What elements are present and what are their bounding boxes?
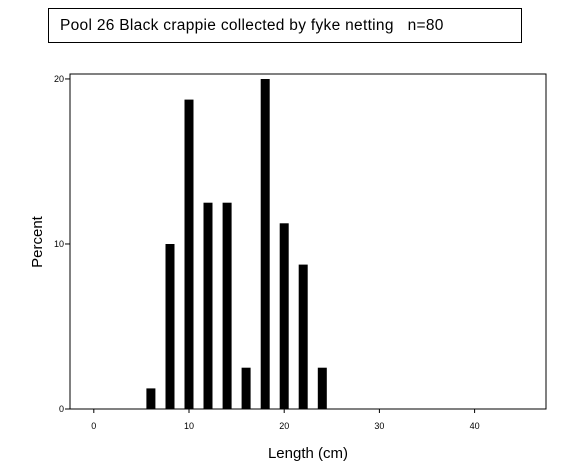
- x-axis-label: Length (cm): [268, 445, 348, 462]
- chart-title: Pool 26 Black crappie collected by fyke …: [60, 17, 444, 34]
- y-tick-label: 20: [54, 74, 64, 84]
- bar-14cm: [222, 202, 232, 409]
- x-axis: 0 10 20 30 40: [91, 409, 480, 431]
- bar-20cm: [279, 223, 289, 409]
- bar-16cm: [241, 367, 251, 409]
- chart-title-box: Pool 26 Black crappie collected by fyke …: [48, 8, 522, 43]
- y-tick-label: 10: [54, 239, 64, 249]
- bar-10cm: [184, 99, 194, 409]
- bar-6cm: [146, 388, 156, 409]
- plot-frame: [69, 73, 547, 410]
- x-tick-label: 20: [279, 421, 289, 431]
- x-tick-label: 0: [91, 421, 96, 431]
- x-tick-label: 30: [374, 421, 384, 431]
- y-axis: 0 10 20: [54, 74, 70, 414]
- x-tick-label: 10: [184, 421, 194, 431]
- x-tick-label: 40: [470, 421, 480, 431]
- y-axis-label: Percent: [29, 215, 46, 268]
- bar-12cm: [203, 202, 213, 409]
- bars-group: [146, 79, 327, 409]
- bar-22cm: [298, 264, 308, 409]
- bar-8cm: [165, 244, 175, 409]
- bar-18cm: [260, 79, 270, 409]
- bar-24cm: [317, 367, 327, 409]
- y-tick-label: 0: [59, 404, 64, 414]
